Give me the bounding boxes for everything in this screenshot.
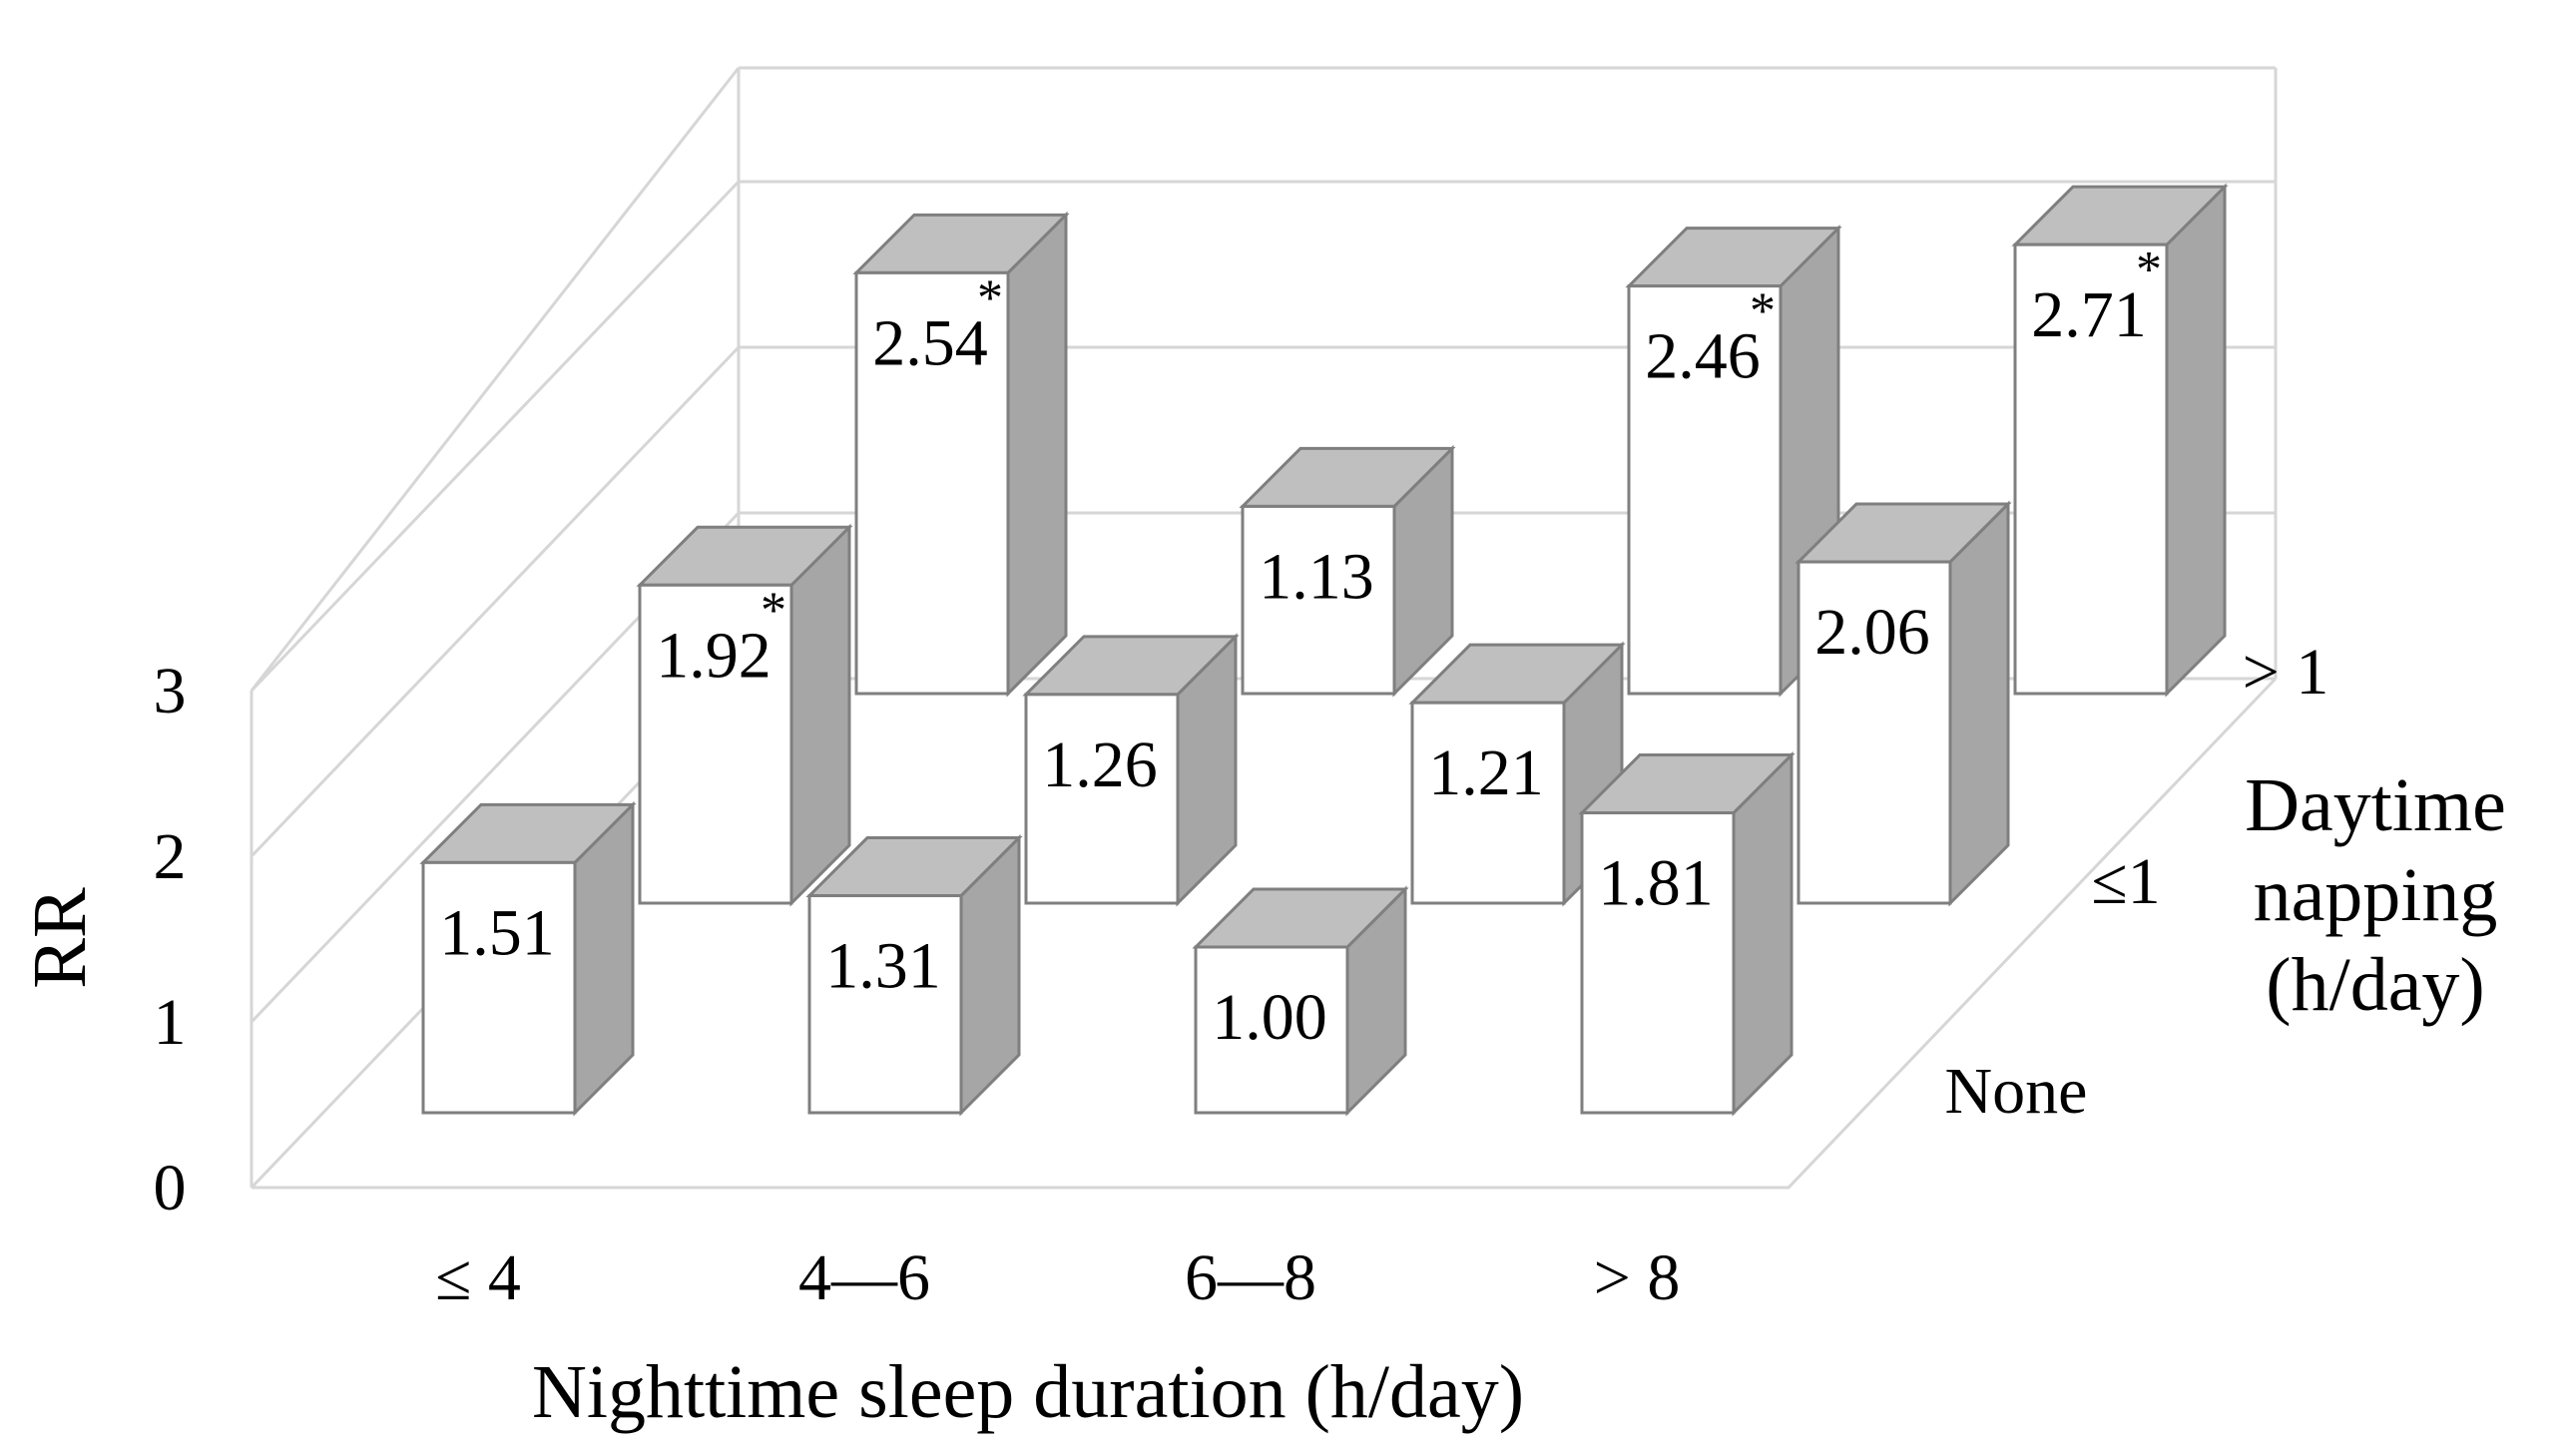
significance-star: * <box>977 269 1003 326</box>
z-tick-label: None <box>1945 1055 2088 1128</box>
bar: 1.92* <box>636 523 853 907</box>
left-wall-gridline <box>250 180 741 693</box>
bar-side <box>1732 750 1794 1117</box>
z-tick-label: > 1 <box>2243 636 2329 709</box>
bar-front <box>2013 243 2169 696</box>
y-tick-label: 2 <box>154 820 187 893</box>
left-wall-gridline <box>250 345 741 858</box>
bar-front <box>1241 504 1396 696</box>
x-tick-label: > 8 <box>1594 1241 1681 1314</box>
bar: 1.13 <box>1239 444 1456 698</box>
bar-value-label: 1.92 <box>656 619 772 692</box>
y-tick-label: 1 <box>154 986 187 1059</box>
bar-value-label: 2.06 <box>1814 596 1930 669</box>
floor-outline <box>252 677 2278 1190</box>
bar: 1.26 <box>1022 633 1240 907</box>
bar-side <box>789 523 851 907</box>
bars: 2.54*1.132.46* 2.71*1.92*1.26 1.212.061.51… <box>419 183 2229 1117</box>
y-tick-label: 3 <box>154 655 187 728</box>
bar-value-label: 1.51 <box>439 896 555 969</box>
bar-value-label: 2.54 <box>872 306 988 379</box>
bar-front <box>1627 284 1783 696</box>
bar-front <box>1580 811 1736 1115</box>
z-axis-title-line-2: napping <box>2254 853 2498 937</box>
bar: 1.31 <box>805 833 1023 1117</box>
bar-value-label: 2.71 <box>2031 278 2147 351</box>
bar: 1.81 <box>1578 750 1796 1117</box>
x-axis-title: Nighttime sleep duration (h/day) <box>532 1350 1524 1434</box>
bar-value-label: 2.46 <box>1645 320 1761 393</box>
bar: 1.21 <box>1408 641 1626 907</box>
bar-value-label: 1.21 <box>1428 736 1544 809</box>
z-tick-label: ≤1 <box>2091 845 2160 918</box>
bar-front <box>1410 701 1566 905</box>
bar-value-label: 1.00 <box>1212 981 1327 1054</box>
significance-star: * <box>761 582 786 639</box>
bar: 2.71* <box>2011 183 2229 698</box>
bar-side <box>1006 211 1068 698</box>
bar-front <box>807 894 963 1115</box>
bar-front <box>638 583 793 905</box>
bar: 1.51 <box>419 800 637 1117</box>
x-tick-label: 6—8 <box>1185 1241 1316 1314</box>
bar-front <box>1024 693 1180 905</box>
bar-value-label: 1.81 <box>1598 847 1714 920</box>
y-axis-title: RR <box>18 887 102 989</box>
bar-side <box>1948 500 2010 907</box>
y-tick-label: 0 <box>154 1152 187 1224</box>
bar-value-label: 1.31 <box>825 930 941 1003</box>
bar-value-label: 1.13 <box>1259 540 1374 613</box>
z-axis-title-line-3: (h/day) <box>2266 943 2484 1027</box>
bar-front <box>854 270 1010 696</box>
bar: 2.54* <box>852 211 1070 698</box>
left-top-edge <box>250 67 741 692</box>
bar: 1.00 <box>1192 885 1409 1117</box>
significance-star: * <box>2136 242 2162 298</box>
bar-value-label: 1.26 <box>1042 728 1158 801</box>
significance-star: * <box>1750 283 1776 340</box>
bar-front <box>1797 560 1952 905</box>
axis-labels: RR Nighttime sleep duration (h/day) Dayt… <box>18 636 2506 1434</box>
bar: 2.06 <box>1795 500 2012 907</box>
z-axis-title-line-1: Daytime <box>2245 763 2506 847</box>
bar-front <box>1194 945 1349 1115</box>
bar-front <box>421 860 577 1115</box>
bar-side <box>2165 183 2227 698</box>
x-tick-label: ≤ 4 <box>435 1241 521 1314</box>
x-tick-label: 4—6 <box>798 1241 930 1314</box>
